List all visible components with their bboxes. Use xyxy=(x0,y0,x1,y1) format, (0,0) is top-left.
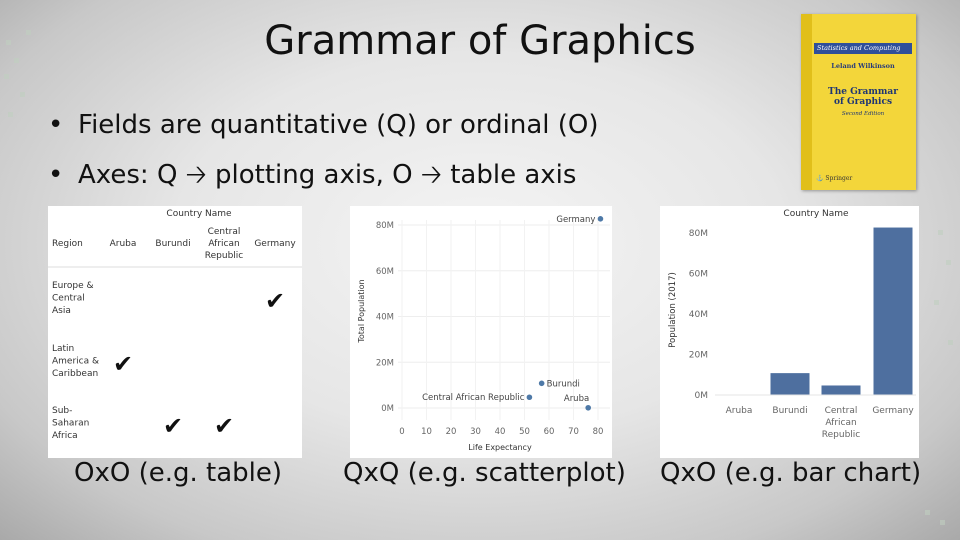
x-tick-label: 40 xyxy=(495,427,506,437)
chart-title: Country Name xyxy=(783,209,849,219)
x-tick-label: 20 xyxy=(446,427,457,437)
ordinal-table: Country Name Region Aruba Burundi Central Afr… xyxy=(48,209,302,441)
bullet-text: Fields are quantitative (Q) or ordinal (… xyxy=(78,110,599,140)
row-header: Region xyxy=(52,239,83,249)
book-author: Leland Wilkinson xyxy=(831,62,895,70)
bar xyxy=(770,373,810,395)
x-tick-label: 30 xyxy=(470,427,481,437)
book-spine-strip xyxy=(801,14,812,190)
slide-title: Grammar of Graphics xyxy=(264,18,696,64)
table-panel: Country Name Region Aruba Burundi Central Afr… xyxy=(48,206,302,458)
category-label: Aruba xyxy=(726,406,753,416)
y-tick-label: 80M xyxy=(689,229,708,239)
point-label: Central African Republic xyxy=(422,393,525,403)
x-tick-label: 80 xyxy=(593,427,604,437)
column-group-header: Country Name xyxy=(166,209,232,219)
row-label: Sub-Saharan Africa xyxy=(52,406,89,441)
point-label: Burundi xyxy=(547,379,580,389)
y-axis-label: Total Population xyxy=(357,279,366,343)
bar xyxy=(821,385,861,395)
check-icon: ✔ xyxy=(113,350,133,378)
x-axis-label: Life Expectancy xyxy=(468,443,532,452)
y-tick-label: 80M xyxy=(376,221,394,231)
category-label: Germany xyxy=(872,406,914,416)
category-label: Burundi xyxy=(772,406,807,416)
x-tick-label: 10 xyxy=(421,427,432,437)
scatter-caption: QxQ (e.g. scatterplot) xyxy=(343,458,626,488)
table-caption: OxO (e.g. table) xyxy=(74,458,283,488)
x-tick-label: 60 xyxy=(544,427,555,437)
bullet-item: • Axes: Q 🡢 plotting axis, O 🡢 table axis xyxy=(48,156,576,200)
bullet-text: Axes: Q 🡢 plotting axis, O 🡢 table axis xyxy=(78,160,577,190)
book-publisher-name: Springer xyxy=(825,175,853,182)
row-label: Latin America & Caribbean xyxy=(52,344,99,379)
book-series: Statistics and Computing xyxy=(814,43,912,54)
scatter-chart: 0M 20M 40M 60M 80M 0 10 20 30 40 50 60 70 80 Life Expe… xyxy=(357,215,610,452)
column-header: Aruba xyxy=(110,239,137,249)
scatter-point xyxy=(526,394,533,401)
x-tick-label: 0 xyxy=(399,427,404,437)
y-tick-label: 40M xyxy=(689,310,708,320)
scatter-point xyxy=(597,216,604,222)
y-tick-label: 40M xyxy=(376,313,394,323)
column-header: Central African Republic xyxy=(205,227,244,261)
x-tick-label: 70 xyxy=(568,427,579,437)
book-cover-image: Statistics and Computing Leland Wilkinso… xyxy=(801,14,916,190)
category-label: Central African Republic xyxy=(822,406,861,440)
y-tick-label: 60M xyxy=(689,270,708,280)
point-label: Aruba xyxy=(564,394,589,404)
book-publisher: ⚓ Springer xyxy=(816,175,853,182)
book-edition: Second Edition xyxy=(841,111,885,117)
scatter-panel: 0M 20M 40M 60M 80M 0 10 20 30 40 50 60 70 80 Life Expe… xyxy=(350,206,612,458)
y-tick-label: 20M xyxy=(689,351,708,361)
bar xyxy=(873,227,913,395)
y-tick-label: 0M xyxy=(381,404,394,414)
y-axis-label: Population (2017) xyxy=(668,272,678,348)
bullet-marker: • xyxy=(48,160,64,190)
book-title-line: of Graphics xyxy=(833,97,893,107)
y-tick-label: 20M xyxy=(376,358,394,368)
row-label: Europe & Central Asia xyxy=(52,281,94,316)
scatter-point xyxy=(585,404,591,411)
scatter-point xyxy=(538,380,545,387)
bar-chart: Country Name 0M 20M 40M 60M 80M Population (20… xyxy=(668,209,916,440)
column-header: Germany xyxy=(254,239,296,249)
column-header: Burundi xyxy=(155,239,190,249)
book-title: The Grammar of Graphics xyxy=(815,87,911,107)
bar-panel: Country Name 0M 20M 40M 60M 80M Population (20… xyxy=(660,206,919,458)
point-label: Germany xyxy=(556,215,595,225)
bullet-item: • Fields are quantitative (Q) or ordinal … xyxy=(48,110,599,140)
y-tick-label: 60M xyxy=(376,267,394,277)
bullet-marker: • xyxy=(48,110,64,140)
y-tick-label: 0M xyxy=(695,391,709,401)
bar-caption: QxO (e.g. bar chart) xyxy=(660,458,922,488)
check-icon: ✔ xyxy=(214,412,234,440)
book-title-line: The Grammar xyxy=(828,87,898,97)
check-icon: ✔ xyxy=(163,412,183,440)
check-icon: ✔ xyxy=(265,287,285,315)
x-tick-label: 50 xyxy=(519,427,530,437)
